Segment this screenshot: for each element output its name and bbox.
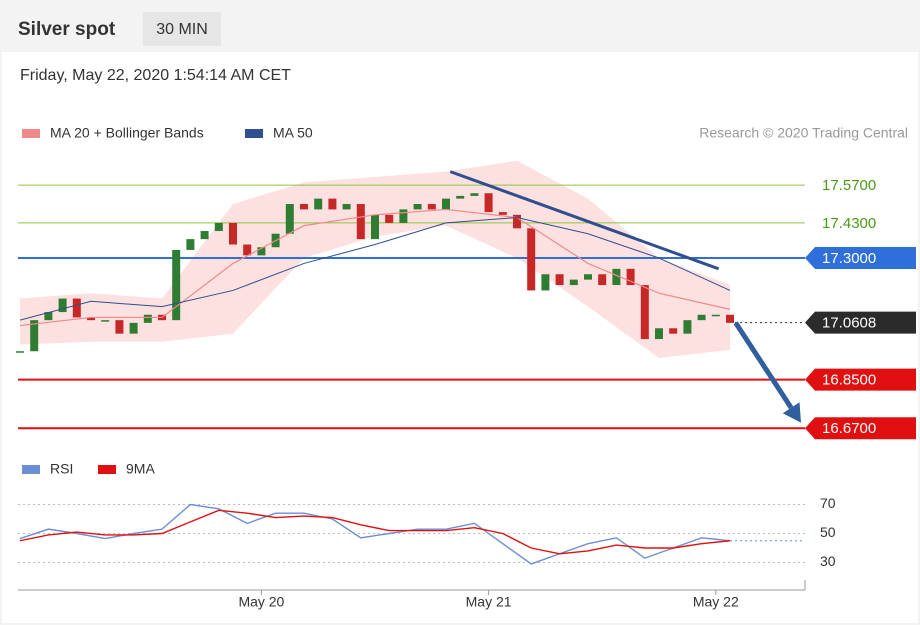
candle xyxy=(186,239,195,250)
candle xyxy=(555,274,564,286)
legend-label: 9MA xyxy=(126,461,155,477)
candle xyxy=(172,249,181,321)
candle xyxy=(328,198,337,210)
candle xyxy=(683,320,692,334)
candle xyxy=(541,274,550,291)
candle xyxy=(101,320,110,322)
legend-swatch xyxy=(98,465,116,474)
candle xyxy=(484,193,493,213)
legend-label: MA 20 + Bollinger Bands xyxy=(50,125,204,141)
candle xyxy=(44,312,53,321)
candle xyxy=(385,214,394,223)
candle xyxy=(314,198,323,210)
candle xyxy=(342,204,351,210)
legend-swatch xyxy=(22,129,40,138)
candle xyxy=(569,279,578,286)
candle xyxy=(598,274,607,286)
candle xyxy=(626,268,635,286)
candle xyxy=(669,328,678,334)
legend-swatch xyxy=(245,129,263,138)
candle xyxy=(30,320,39,352)
level-badge xyxy=(805,417,916,440)
candle xyxy=(129,322,138,334)
candle xyxy=(143,314,152,323)
candle xyxy=(612,268,621,286)
y-tick-label: 30 xyxy=(820,553,836,569)
level-label: 17.5700 xyxy=(822,177,876,194)
candle xyxy=(229,222,237,245)
title: Silver spot xyxy=(18,19,116,40)
candle xyxy=(584,274,592,280)
candle xyxy=(470,193,479,196)
candle xyxy=(87,317,95,321)
last-price-badge xyxy=(805,311,916,334)
candle xyxy=(356,204,365,240)
date: Friday, May 22, 2020 1:54:14 AM CET xyxy=(20,67,291,84)
candle xyxy=(527,228,536,291)
candle xyxy=(640,285,649,340)
candle xyxy=(257,247,266,256)
candle xyxy=(243,244,252,256)
last-price-label: 17.0608 xyxy=(822,315,876,332)
candle xyxy=(427,204,436,210)
ma50-line xyxy=(19,217,731,321)
y-tick-label: 70 xyxy=(820,495,836,511)
candle xyxy=(200,231,209,240)
level-label: 16.6700 xyxy=(822,420,876,437)
legend-label: RSI xyxy=(50,461,73,477)
interval[interactable]: 30 MIN xyxy=(156,21,208,38)
candle xyxy=(726,314,734,323)
candle xyxy=(399,209,408,223)
level-label: 16.8500 xyxy=(822,372,876,389)
x-tick-label: May 20 xyxy=(238,594,284,610)
candle xyxy=(442,198,450,210)
candle xyxy=(655,328,663,340)
candle xyxy=(413,204,422,210)
candle xyxy=(16,351,24,353)
ma20-line xyxy=(19,208,731,327)
x-tick-label: May 22 xyxy=(693,594,739,610)
forecast-arrow xyxy=(733,321,794,410)
candle xyxy=(214,222,223,232)
candle xyxy=(498,212,507,215)
level-badge xyxy=(805,247,916,270)
candle xyxy=(58,298,67,313)
candle xyxy=(300,204,308,210)
credit: Research © 2020 Trading Central xyxy=(699,125,908,141)
candle xyxy=(115,320,124,334)
interval-box[interactable] xyxy=(143,12,221,46)
candle xyxy=(711,314,720,317)
level-label: 17.4300 xyxy=(822,215,876,232)
legend-label: MA 50 xyxy=(273,125,313,141)
level-label: 17.3000 xyxy=(822,250,876,267)
legend-swatch xyxy=(22,465,40,474)
forecast-arrow-head xyxy=(782,402,801,423)
candle xyxy=(72,298,81,318)
candle xyxy=(456,195,465,199)
candle xyxy=(371,214,379,240)
rsi-line xyxy=(19,503,731,565)
candle xyxy=(697,314,706,321)
candle xyxy=(285,204,294,234)
y-tick-label: 50 xyxy=(820,524,836,540)
rsi-line xyxy=(19,509,731,555)
level-badge xyxy=(805,368,916,391)
candle xyxy=(513,214,521,229)
x-tick-label: May 21 xyxy=(466,594,512,610)
trendline xyxy=(449,170,720,271)
